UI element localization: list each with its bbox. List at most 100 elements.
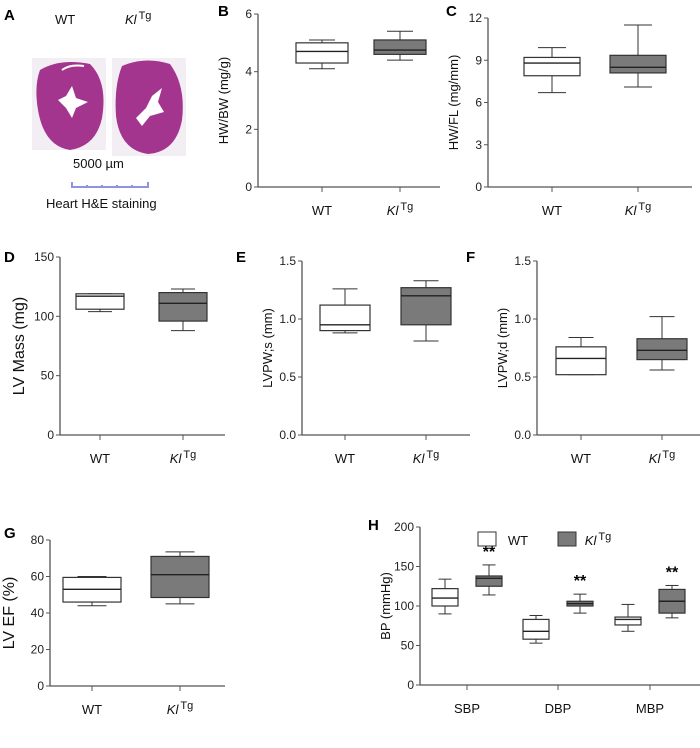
box-1 bbox=[150, 551, 210, 605]
panel-c: C 0 3 6 9 12 HW/FL (mg/mm) WT Kl Tg bbox=[446, 3, 692, 218]
iqr-box bbox=[522, 618, 550, 640]
y-axis-label: HW/BW (mg/g) bbox=[216, 57, 231, 144]
panel-label-d: D bbox=[4, 249, 15, 266]
y-tick-label: 1.0 bbox=[514, 312, 531, 326]
x-tick-label: DBP bbox=[545, 701, 572, 716]
scale-bar-label: 5000 µm bbox=[73, 156, 124, 171]
kl-text: Kl bbox=[649, 451, 662, 466]
iqr-box bbox=[150, 555, 210, 599]
kl-text: Kl bbox=[170, 451, 183, 466]
kl-label: Kl Tg bbox=[125, 10, 151, 27]
box-0 bbox=[75, 293, 125, 313]
x-tick-label: WT bbox=[335, 451, 355, 466]
x-tick-label: Kl Tg bbox=[413, 449, 439, 466]
iqr-box bbox=[609, 54, 667, 74]
x-tick-label: WT bbox=[571, 451, 591, 466]
iqr-box bbox=[475, 575, 503, 587]
y-tick-label: 100 bbox=[394, 599, 414, 613]
y-tick-label: 3 bbox=[475, 138, 482, 152]
legend-swatch bbox=[477, 531, 497, 547]
legend: WT Kl Tg bbox=[477, 531, 611, 548]
y-tick-label: 150 bbox=[394, 560, 414, 574]
y-tick-label: 0 bbox=[37, 679, 44, 693]
wt-heart-section-image bbox=[32, 58, 106, 150]
box-1 bbox=[373, 30, 427, 61]
box-1 bbox=[158, 288, 208, 332]
panel-d: D 0 50 100 150 LV Mass (mg) WT Kl Tg bbox=[4, 249, 225, 466]
y-tick-label: 100 bbox=[34, 309, 54, 323]
y-tick-label: 150 bbox=[34, 250, 54, 264]
panel-label-g: G bbox=[4, 525, 16, 542]
y-axis-label: BP (mmHg) bbox=[378, 572, 393, 640]
y-tick-label: 0.5 bbox=[279, 370, 296, 384]
panel-g: G 0 20 40 60 80 LV EF (%) WT Kl Tg bbox=[1, 525, 225, 717]
y-tick-label: 6 bbox=[475, 96, 482, 110]
panel-e: E 0.0 0.5 1.0 1.5 LVPW;s (mm) WT Kl Tg bbox=[236, 249, 470, 466]
y-tick-label: 0.5 bbox=[514, 370, 531, 384]
box-0 bbox=[555, 337, 607, 376]
iqr-box bbox=[636, 338, 688, 361]
panel-h: H 0 50 100 150 200 BP (mmHg) SBP DBP MBP ** ** ** WT K… bbox=[368, 517, 700, 716]
tg-superscript: Tg bbox=[598, 531, 611, 543]
y-axis-label: LVPW;d (mm) bbox=[495, 308, 510, 388]
iqr-box bbox=[431, 588, 459, 607]
y-tick-label: 50 bbox=[401, 639, 415, 653]
y-tick-label: 0 bbox=[407, 678, 414, 692]
staining-caption: Heart H&E staining bbox=[46, 196, 157, 211]
y-axis-label: HW/FL (mg/mm) bbox=[446, 55, 461, 151]
kl-text: Kl bbox=[413, 451, 426, 466]
tg-superscript: Tg bbox=[180, 700, 193, 712]
iqr-box bbox=[75, 293, 125, 310]
scale-bar bbox=[71, 182, 149, 188]
box-1 bbox=[609, 24, 667, 88]
box-1-2: ** bbox=[658, 564, 686, 619]
iqr-box bbox=[373, 39, 427, 55]
panel-label-c: C bbox=[446, 3, 457, 20]
y-tick-label: 4 bbox=[245, 65, 252, 79]
tg-superscript: Tg bbox=[183, 449, 196, 461]
y-tick-label: 200 bbox=[394, 520, 414, 534]
iqr-box bbox=[523, 56, 581, 77]
y-tick-label: 0 bbox=[475, 180, 482, 194]
y-tick-label: 0.0 bbox=[514, 428, 531, 442]
y-axis-label: LVPW;s (mm) bbox=[260, 308, 275, 388]
y-tick-label: 1.5 bbox=[279, 254, 296, 268]
tg-superscript: Tg bbox=[662, 449, 675, 461]
kl-heart-section-image bbox=[112, 58, 186, 156]
box-0-0 bbox=[431, 578, 459, 615]
x-tick-label: WT bbox=[312, 203, 332, 218]
panel-label-b: B bbox=[218, 3, 229, 20]
box-0 bbox=[295, 39, 349, 70]
y-tick-label: 80 bbox=[31, 533, 45, 547]
y-tick-label: 9 bbox=[475, 53, 482, 67]
kl-text: Kl bbox=[387, 203, 400, 218]
box-1 bbox=[636, 316, 688, 371]
kl-text: Kl bbox=[125, 12, 138, 27]
box-0 bbox=[523, 47, 581, 94]
box-1-0: ** bbox=[475, 544, 503, 596]
panel-label-a: A bbox=[4, 7, 15, 24]
x-tick-label: Kl Tg bbox=[170, 449, 196, 466]
y-tick-label: 0 bbox=[47, 428, 54, 442]
x-tick-label: MBP bbox=[636, 701, 664, 716]
x-tick-label: WT bbox=[82, 702, 102, 717]
box-0-1 bbox=[522, 614, 550, 644]
y-tick-label: 2 bbox=[245, 122, 252, 136]
y-axis-label: LV Mass (mg) bbox=[11, 297, 28, 395]
x-tick-label: Kl Tg bbox=[167, 700, 193, 717]
x-tick-label: WT bbox=[90, 451, 110, 466]
box-0 bbox=[62, 576, 122, 607]
panel-f: F 0.0 0.5 1.0 1.5 LVPW;d (mm) WT Kl Tg bbox=[466, 249, 700, 466]
x-tick-label: Kl Tg bbox=[649, 449, 675, 466]
tg-superscript: Tg bbox=[638, 201, 651, 213]
legend-label: WT bbox=[508, 533, 528, 548]
y-tick-label: 40 bbox=[31, 606, 45, 620]
tg-superscript: Tg bbox=[426, 449, 439, 461]
x-tick-label: Kl Tg bbox=[387, 201, 413, 218]
panel-label-h: H bbox=[368, 517, 379, 534]
panel-label-e: E bbox=[236, 249, 246, 266]
significance-marker: ** bbox=[483, 544, 496, 561]
y-tick-label: 12 bbox=[469, 11, 483, 25]
